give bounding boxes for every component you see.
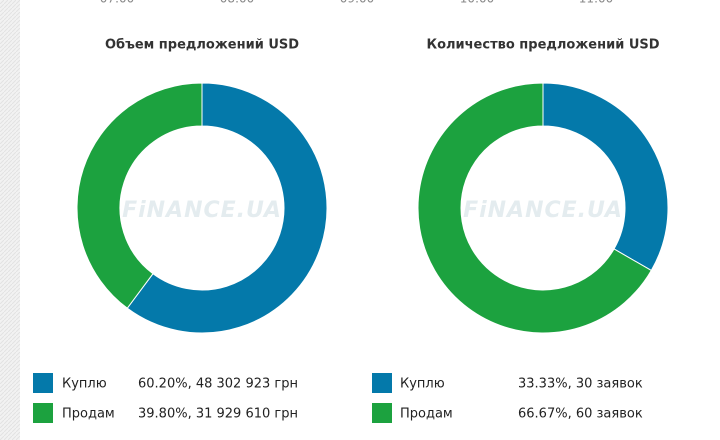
donut-segment <box>542 82 669 272</box>
x-tick-label: 11:00 <box>579 0 614 6</box>
legend-value: 60.20%, 48 302 923 грн <box>138 377 298 392</box>
legend-label: Куплю <box>400 377 445 392</box>
chart-title: Объем предложений USD <box>105 38 299 53</box>
legend-label: Куплю <box>62 377 107 392</box>
donut-segment <box>126 82 328 334</box>
watermark: FiNANCE.UA <box>122 198 282 223</box>
legend-value: 39.80%, 31 929 610 грн <box>138 407 298 422</box>
legend-swatch <box>33 373 53 393</box>
x-tick-label: 09:00 <box>340 0 375 6</box>
donut-segment <box>417 82 652 334</box>
legend-label: Продам <box>400 407 453 422</box>
chart-title: Количество предложений USD <box>426 38 659 53</box>
legend-swatch <box>372 373 392 393</box>
donut-segment <box>76 82 203 309</box>
legend-value: 66.67%, 60 заявок <box>518 407 643 422</box>
legend-swatch <box>372 403 392 423</box>
legend-value: 33.33%, 30 заявок <box>518 377 643 392</box>
x-tick-label: 07:00 <box>100 0 135 6</box>
side-stripe <box>0 0 20 440</box>
watermark: FiNANCE.UA <box>463 198 623 223</box>
legend-swatch <box>33 403 53 423</box>
legend-label: Продам <box>62 407 115 422</box>
x-tick-label: 08:00 <box>220 0 255 6</box>
x-tick-label: 10:00 <box>460 0 495 6</box>
